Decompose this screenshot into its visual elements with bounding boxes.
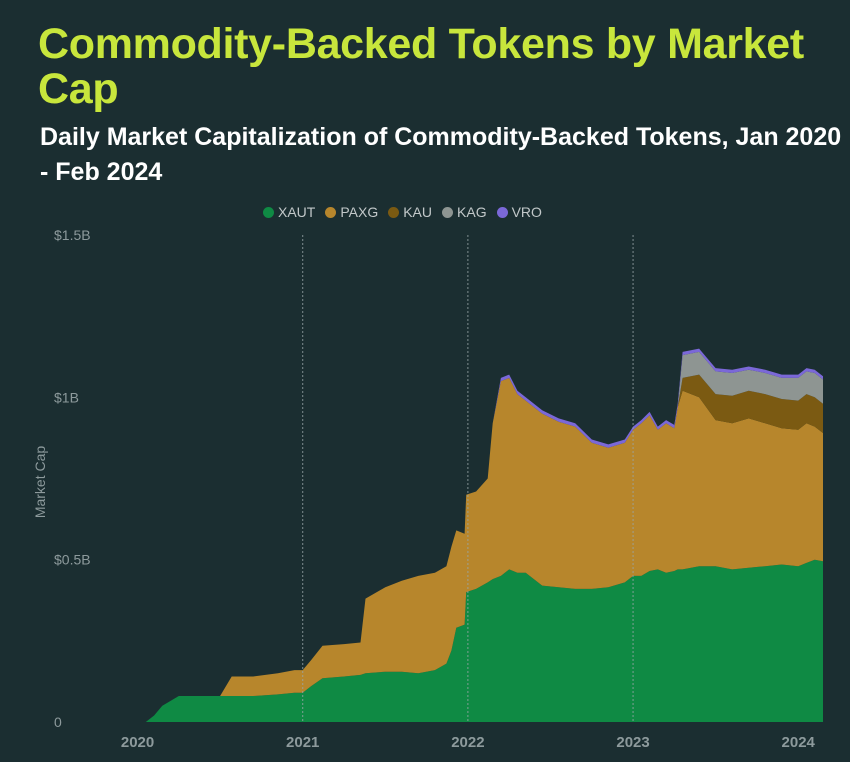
chart-title: Commodity-Backed Tokens by Market Cap [38,20,804,113]
legend-label: KAU [403,204,433,220]
legend-item-kag[interactable]: KAG [442,204,487,220]
y-tick-label: $1B [54,389,79,405]
legend-swatch [496,206,508,218]
legend: XAUT PAXG KAU KAG VRO [263,204,542,220]
legend-label: XAUT [278,204,316,220]
x-tick-label: 2022 [451,734,484,751]
legend-swatch [388,206,400,218]
chart-subtitle: Daily Market Capitalization of Commodity… [40,123,842,186]
legend-swatch [442,206,454,218]
legend-label: PAXG [340,204,379,220]
x-tick-label: 2024 [782,734,816,751]
y-tick-label: $0.5B [54,552,91,568]
area-paxg [88,377,823,722]
area-kag [88,351,823,722]
legend-item-paxg[interactable]: PAXG [325,204,378,220]
legend-item-vro[interactable]: VRO [496,204,542,220]
legend-item-kau[interactable]: KAU [388,204,432,220]
legend-swatch [263,206,274,218]
legend-swatch [325,206,337,218]
legend-label: KAG [457,204,487,220]
area-xaut [88,559,823,722]
legend-label: VRO [511,204,542,220]
area-kau [88,374,823,722]
x-tick-label: 2020 [121,734,154,751]
legend-item-xaut[interactable]: XAUT [263,204,315,220]
y-tick-label: 0 [54,714,62,730]
x-tick-label: 2021 [286,734,319,751]
y-tick-label: $1.5B [54,227,91,243]
x-tick-label: 2023 [616,734,649,751]
